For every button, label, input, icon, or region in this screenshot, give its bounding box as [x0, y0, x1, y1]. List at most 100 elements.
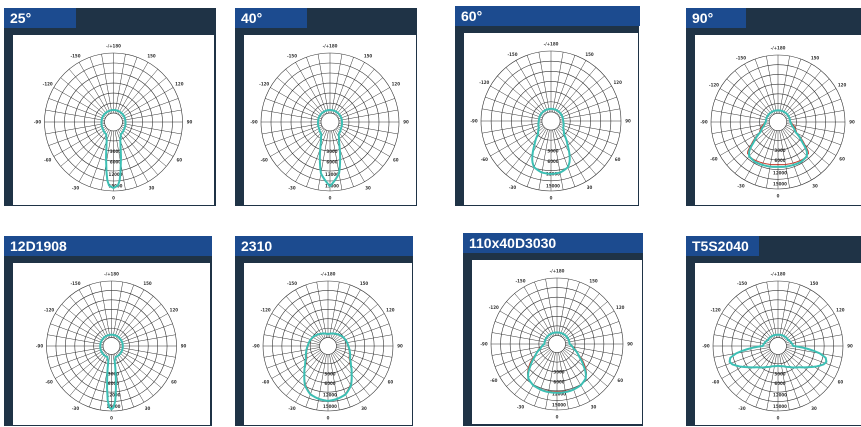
angle-label: -120 [44, 308, 54, 313]
polar-chart: -/+180 150 120 90 60 30 0 -30 -60 -90 -120 -150 3000… [252, 272, 403, 421]
grid-spoke [561, 286, 591, 337]
angle-label: -150 [515, 278, 525, 283]
angle-label: -30 [288, 406, 295, 411]
grid-spoke [276, 127, 324, 167]
chart-card-3: 60° -/+180 150 120 90 60 30 0 -30 -60 -90 -120 -150 3… [455, 6, 640, 206]
grid-spoke [121, 126, 174, 157]
grid-spoke [119, 323, 173, 344]
grid-spoke [561, 351, 591, 402]
polar-chart: -/+180 150 120 90 60 30 0 -30 -60 -90 -120 -150 3000… [36, 272, 187, 421]
grid-spoke [786, 110, 845, 121]
grid-spoke [99, 281, 111, 338]
grid-spoke [69, 296, 107, 340]
grid-spoke [534, 351, 555, 407]
angle-label: 90 [625, 119, 631, 124]
grid-spoke [53, 126, 106, 157]
angle-label: 120 [392, 82, 401, 87]
grid-spoke [265, 98, 322, 120]
grid-spoke [338, 124, 395, 146]
grid-center-ring [320, 112, 340, 132]
grid-spoke [716, 348, 771, 369]
grid-spoke [335, 350, 385, 379]
grid-spoke [782, 129, 812, 181]
grid-spoke [766, 55, 777, 114]
grid-spoke [734, 70, 773, 116]
grid-spoke [120, 127, 167, 167]
grid-spoke [744, 63, 774, 115]
grid-spoke [48, 98, 106, 120]
grid-spoke [278, 304, 322, 341]
grid-spoke [526, 55, 549, 113]
angle-label: -30 [509, 185, 516, 190]
angle-label: 90 [627, 342, 633, 347]
grid-spoke [728, 351, 772, 388]
radial-label: 12000 [552, 391, 566, 396]
grid-spoke [117, 304, 162, 341]
grid-spoke [114, 284, 134, 339]
grid-spoke [61, 351, 106, 388]
grid-spoke [332, 289, 361, 339]
angle-label: -60 [46, 380, 53, 385]
grid-spoke [555, 128, 587, 182]
grid-spoke [721, 313, 771, 342]
grid-spoke [329, 354, 340, 411]
grid-spoke [505, 127, 546, 175]
angle-label: 90 [403, 120, 409, 125]
angle-label: -/+180 [104, 272, 119, 277]
grid-center-ring [102, 337, 121, 355]
radial-label: 6000 [326, 159, 337, 164]
grid-spoke [565, 332, 623, 343]
grid-spoke [270, 87, 323, 118]
intensity-curve [728, 333, 828, 369]
grid-spoke [332, 353, 361, 403]
grid-spoke [53, 87, 106, 118]
grid-spoke [523, 351, 553, 402]
angle-label: -90 [34, 120, 41, 125]
angle-label: -30 [72, 185, 79, 190]
angle-label: 120 [836, 308, 845, 313]
angle-label: -/+180 [544, 42, 559, 47]
grid-spoke [45, 109, 105, 121]
grid-spoke [523, 286, 553, 337]
chart-card-2: 40° -/+180 150 120 90 60 30 0 -30 -60 -90 -120 -150 3… [235, 8, 417, 206]
grid-spoke [719, 88, 771, 118]
grid-spoke [336, 334, 393, 345]
grid-spoke [556, 67, 597, 115]
grid-spoke [117, 129, 149, 182]
angle-label: 150 [811, 55, 820, 60]
chart-title: 90° [686, 8, 746, 28]
radial-label: 6000 [547, 159, 558, 164]
grid-spoke [736, 352, 773, 396]
angle-label: 60 [615, 157, 621, 162]
grid-spoke [716, 323, 771, 344]
angle-label: 150 [589, 278, 598, 283]
angle-label: 120 [170, 308, 179, 313]
radial-label: 15000 [552, 403, 566, 408]
angle-label: -150 [70, 281, 80, 286]
grid-spoke [736, 296, 773, 340]
polar-chart: -/+180 150 120 90 60 30 0 -30 -60 -90 -120 -150 3000… [702, 272, 853, 421]
angle-label: -60 [481, 157, 488, 162]
angle-label: 0 [556, 415, 559, 420]
angle-label: -60 [712, 380, 719, 385]
chart-card-5: 12D1908 -/+180 150 120 90 60 30 0 -30 -60 -90 -120-… [4, 236, 212, 426]
angle-label: 30 [365, 185, 371, 190]
grid-spoke [121, 98, 179, 120]
grid-spoke [305, 353, 326, 408]
angle-label: -/+180 [771, 272, 786, 277]
grid-center-ring [548, 335, 566, 353]
grid-spoke [118, 313, 168, 342]
angle-label: 30 [587, 185, 593, 190]
angle-label: 0 [777, 194, 780, 199]
radial-label: 6000 [324, 381, 335, 386]
grid-spoke [714, 98, 770, 120]
grid-spoke [786, 123, 845, 134]
grid-spoke [490, 125, 544, 157]
grid-spoke [564, 321, 620, 342]
grid-spoke [47, 334, 104, 345]
radial-label: 12000 [773, 393, 787, 398]
grid-spoke [89, 284, 109, 339]
grid-spoke [497, 75, 545, 116]
chart-title: 25° [4, 8, 76, 28]
polar-panel: -/+180 150 120 90 60 30 0 -30 -60 -90 -120 -150 3000… [464, 33, 638, 205]
